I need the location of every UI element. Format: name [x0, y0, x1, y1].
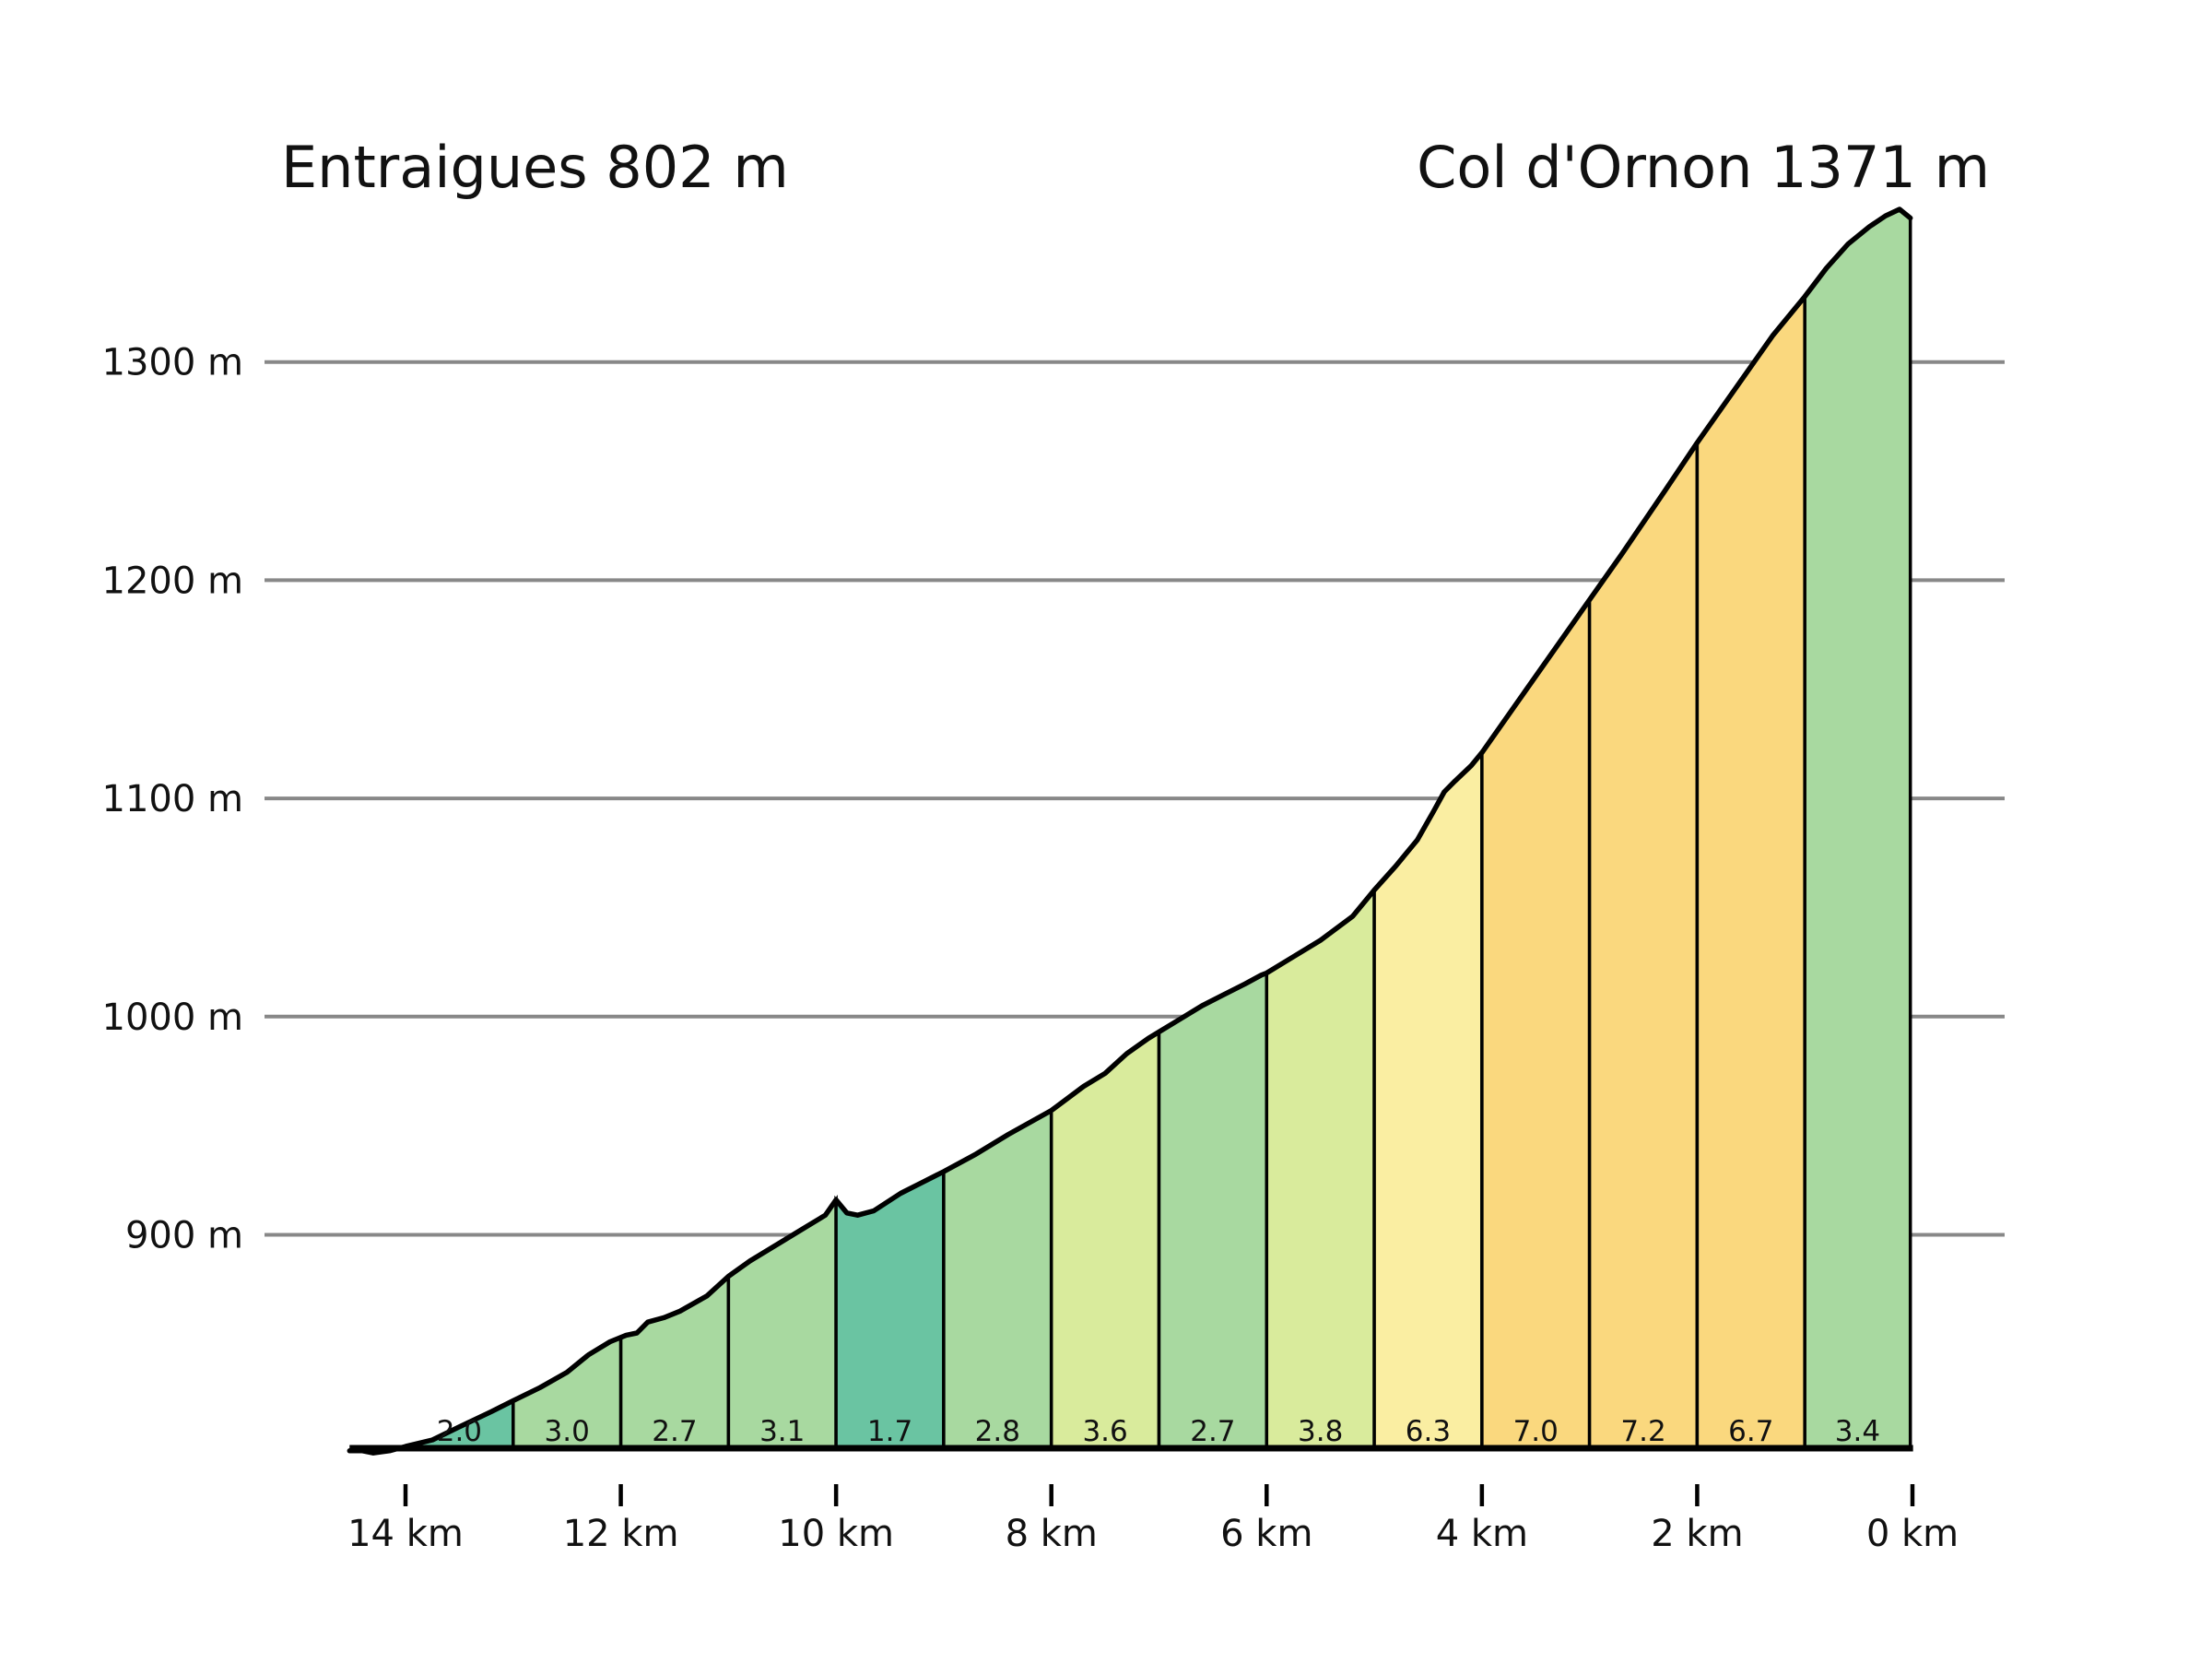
x-axis-label-12km: 12 km	[563, 1513, 679, 1555]
gradient-segment-3.8pct	[1265, 885, 1376, 1450]
y-axis-label-1200m: 1200 m	[102, 560, 243, 602]
y-axis-label-900m: 900 m	[125, 1215, 243, 1257]
x-axis-label-4km: 4 km	[1436, 1513, 1528, 1555]
summit-title: Col d'Ornon 1371 m	[1417, 134, 1990, 201]
gradient-segment-6.7pct	[1695, 291, 1806, 1450]
y-axis-label-1300m: 1300 m	[102, 342, 243, 384]
segment-gradient-label-3.8pct: 3.8	[1298, 1415, 1343, 1448]
segment-gradient-label-6.3pct: 6.3	[1406, 1415, 1451, 1448]
y-axis-label-1000m: 1000 m	[102, 997, 243, 1039]
gradient-segment-3.6pct	[1049, 1029, 1161, 1450]
segment-gradient-label-7.0pct: 7.0	[1513, 1415, 1559, 1448]
gradient-segment-6.3pct	[1372, 748, 1484, 1450]
gradient-segment-3.1pct	[726, 1195, 838, 1450]
segment-gradient-label-2.8pct: 2.8	[975, 1415, 1020, 1448]
segment-gradient-label-2.7pct: 2.7	[1190, 1415, 1235, 1448]
x-axis-label-10km: 10 km	[778, 1513, 894, 1555]
x-axis-label-2km: 2 km	[1651, 1513, 1743, 1555]
segment-gradient-label-3.6pct: 3.6	[1082, 1415, 1127, 1448]
x-axis-label-8km: 8 km	[1006, 1513, 1098, 1555]
elevation-profile-line	[347, 206, 1913, 1456]
segment-label-layer: 2.0 3.0 2.7 3.1 1.7 2.8 3.6 2.7 3.8 6.3 7.0 7.2 6.7 3…	[437, 1415, 1880, 1448]
gradient-segment-2.7pct	[1157, 970, 1269, 1450]
segment-gradient-label-2.0pct: 2.0	[437, 1415, 482, 1448]
x-axis-label-0km: 0 km	[1866, 1513, 1959, 1555]
segment-gradient-label-3.0pct: 3.0	[545, 1415, 590, 1448]
segment-gradient-label-7.2pct: 7.2	[1620, 1415, 1665, 1448]
axis-layer: 14 km 12 km 10 km 8 km 6 km 4 km 2 km 0 km	[347, 1484, 1959, 1555]
x-axis-label-6km: 6 km	[1220, 1513, 1312, 1555]
gradient-segment-3.4pct	[1803, 206, 1912, 1450]
gradient-segment-layer	[404, 206, 1912, 1450]
segment-gradient-label-1.7pct: 1.7	[867, 1415, 912, 1448]
y-axis-label-1100m: 1100 m	[102, 778, 243, 820]
gradient-segment-7.2pct	[1587, 437, 1700, 1450]
segment-gradient-label-3.1pct: 3.1	[759, 1415, 805, 1448]
start-title: Entraigues 802 m	[281, 134, 789, 201]
segment-gradient-label-2.7pct: 2.7	[652, 1415, 697, 1448]
segment-gradient-label-3.4pct: 3.4	[1835, 1415, 1880, 1448]
x-axis-label-14km: 14 km	[347, 1513, 464, 1555]
segment-gradient-label-6.7pct: 6.7	[1728, 1415, 1773, 1448]
profile-line-layer	[347, 206, 1913, 1456]
